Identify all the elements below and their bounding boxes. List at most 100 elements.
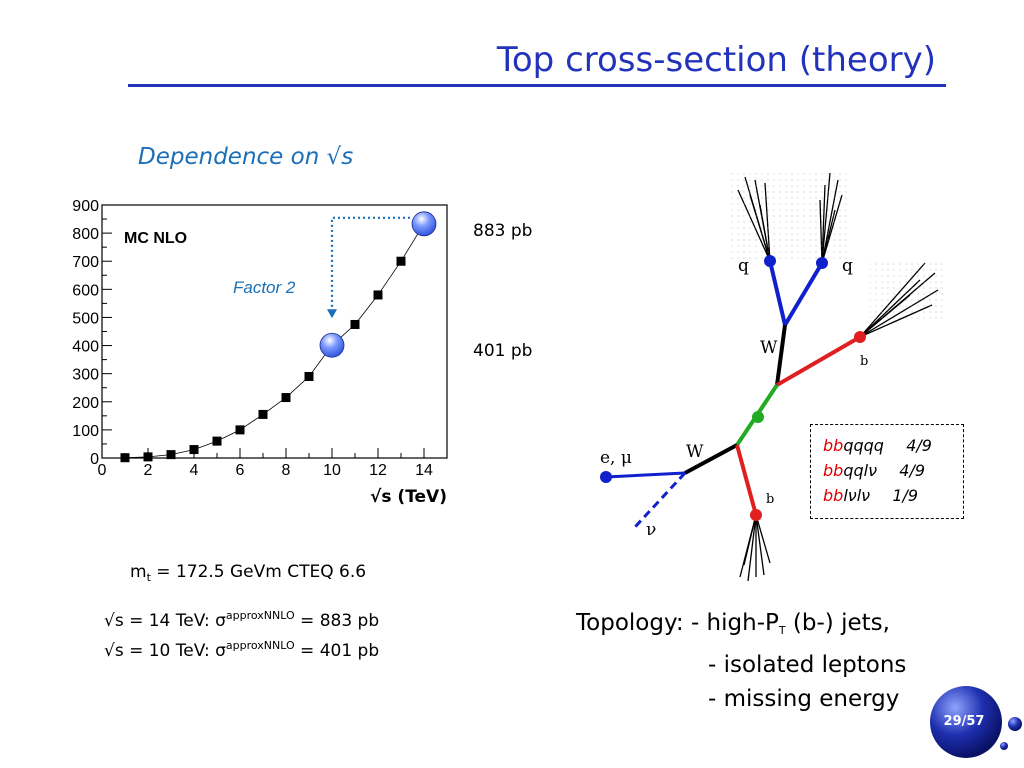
data-point xyxy=(143,452,153,462)
y-tick-label: 0 xyxy=(90,451,99,468)
label-lepton: e, μ xyxy=(600,448,632,468)
decay-bb: bb xyxy=(823,486,844,505)
decay-bb: bb xyxy=(823,436,844,455)
series-curve xyxy=(124,223,425,459)
result-suffix: = 401 pb xyxy=(294,641,380,661)
data-point xyxy=(258,409,268,419)
ttbar-topology-diagram: q q W b W e, μ b ν xyxy=(600,170,945,582)
neutrino-line xyxy=(633,471,687,529)
result-sup: approxNNLO xyxy=(225,639,295,652)
w-line-top xyxy=(775,324,787,386)
factor-arrow xyxy=(330,216,410,314)
decay-mode-row: bbqqlν 4/9 xyxy=(823,458,963,483)
quark-line-left xyxy=(768,260,787,326)
highlight-point xyxy=(319,332,345,358)
x-tick-label: 12 xyxy=(369,462,387,479)
x-axis-label: √s (TeV) xyxy=(370,487,447,507)
label-w-top: W xyxy=(760,338,778,358)
x-tick-label: 10 xyxy=(323,462,341,479)
x-tick-label: 8 xyxy=(282,462,291,479)
y-tick-label: 800 xyxy=(72,226,99,243)
x-tick-label: 14 xyxy=(415,462,433,479)
title-underline xyxy=(128,84,946,87)
value-high-label: 883 pb xyxy=(473,221,533,241)
lepton-vertex xyxy=(600,471,612,483)
label-q-left: q xyxy=(738,256,749,276)
tiny-sphere-icon xyxy=(1000,742,1008,750)
quark-vertex-right xyxy=(816,257,828,269)
data-point xyxy=(120,453,130,463)
y-tick-label: 100 xyxy=(72,423,99,440)
y-tick-label: 900 xyxy=(72,198,99,215)
b-line-bottom xyxy=(735,444,758,516)
decay-modes-box: bbqqqq 4/9 bbqqlν 4/9 bblνlν 1/9 xyxy=(810,424,964,519)
topology-text: Topology: - high-PT (b-) jets, - isolate… xyxy=(576,606,906,716)
data-point xyxy=(189,445,199,455)
topology-subscript: T xyxy=(778,624,786,637)
decay-rest: qqlν xyxy=(843,461,878,480)
label-w-bottom: W xyxy=(686,442,704,462)
data-point xyxy=(373,290,383,300)
factor-label: Factor 2 xyxy=(233,278,296,297)
legend-text: MC NLO xyxy=(124,230,187,247)
data-point xyxy=(212,436,222,446)
mt-symbol: m xyxy=(130,562,147,582)
decay-bb: bb xyxy=(823,461,844,480)
b-vertex-bottom xyxy=(750,509,762,521)
y-tick-label: 600 xyxy=(72,282,99,299)
data-point xyxy=(396,256,406,266)
data-point xyxy=(304,371,314,381)
cross-section-chart: 0 100 200 300 400 500 600 700 800 900 0 2 4 6 8 10 12 14 M… xyxy=(72,198,448,507)
x-tick-label: 0 xyxy=(98,462,107,479)
data-point xyxy=(166,450,176,460)
mt-value: = 172.5 GeVm CTEQ 6.6 xyxy=(150,562,367,582)
result-prefix: √s = 10 TeV: σ xyxy=(104,641,226,661)
decay-rest: qqqq xyxy=(843,436,884,455)
x-tick-label: 2 xyxy=(144,462,153,479)
label-neutrino: ν xyxy=(646,520,656,540)
decay-mode-row: bblνlν 1/9 xyxy=(823,483,963,508)
lepton-line xyxy=(605,471,686,479)
topology-line-2: - isolated leptons xyxy=(708,652,907,678)
quark-vertex-left xyxy=(764,255,776,267)
topology-line-1a: Topology: - high-P xyxy=(576,610,779,636)
result-10tev: √s = 10 TeV: σapproxNNLO = 401 pb xyxy=(104,639,379,661)
decay-branching-ratio: 1/9 xyxy=(892,486,919,505)
top-mass-line: mt = 172.5 GeVm CTEQ 6.6 xyxy=(130,562,366,584)
mt-subscript: t xyxy=(146,571,151,584)
x-tick-label: 4 xyxy=(190,462,199,479)
x-tick-label: 6 xyxy=(236,462,245,479)
data-point xyxy=(350,319,360,329)
data-point xyxy=(235,425,245,435)
result-14tev: √s = 14 TeV: σapproxNNLO = 883 pb xyxy=(104,609,379,631)
value-low-label: 401 pb xyxy=(473,341,533,361)
topology-line-3: - missing energy xyxy=(708,686,900,712)
topology-line-1: Topology: - high-PT (b-) jets, xyxy=(576,606,906,648)
b-line-top xyxy=(775,335,862,387)
top-vertex xyxy=(752,411,764,423)
decay-mode-row: bbqqqq 4/9 xyxy=(823,433,963,458)
label-q-right: q xyxy=(842,256,853,276)
y-tick-label: 500 xyxy=(72,310,99,327)
factor-arrowhead xyxy=(327,309,337,319)
page-badge: 29/57 xyxy=(930,686,1022,758)
slide-title: Top cross-section (theory) xyxy=(496,40,936,80)
quark-line-right xyxy=(783,261,824,327)
data-point xyxy=(281,393,291,403)
label-b-top: b xyxy=(860,354,868,369)
result-suffix: = 883 pb xyxy=(294,611,380,631)
w-line-bottom xyxy=(684,443,738,475)
decay-branching-ratio: 4/9 xyxy=(906,436,932,455)
result-sup: approxNNLO xyxy=(225,609,295,622)
result-prefix: √s = 14 TeV: σ xyxy=(104,611,226,631)
b-vertex-top xyxy=(854,331,866,343)
decay-rest: lνlν xyxy=(843,486,871,505)
topology-line-1b: (b-) jets, xyxy=(785,610,890,636)
sphere-icon xyxy=(930,686,1002,758)
y-tick-label: 200 xyxy=(72,395,99,412)
small-sphere-icon xyxy=(1008,717,1022,731)
y-tick-label: 300 xyxy=(72,367,99,384)
slide-subtitle: Dependence on √s xyxy=(138,144,354,170)
decay-branching-ratio: 4/9 xyxy=(899,461,926,480)
jet-b-bottom xyxy=(739,514,771,582)
